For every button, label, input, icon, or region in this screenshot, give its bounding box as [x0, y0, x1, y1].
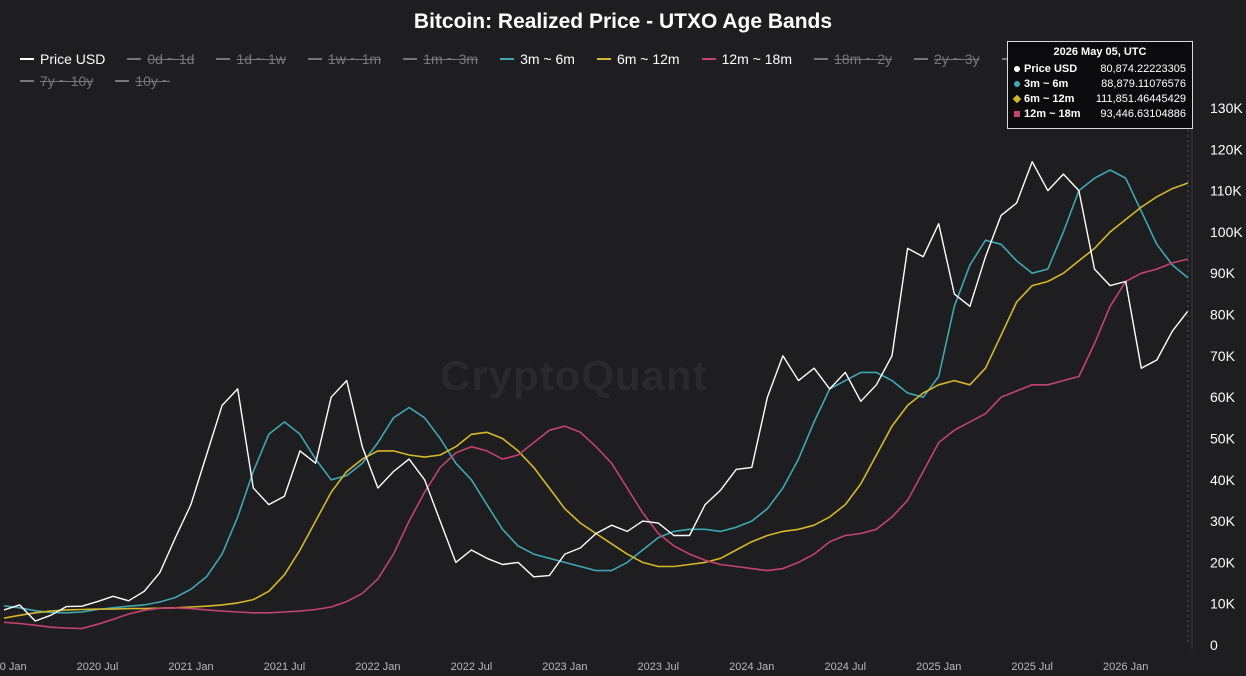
- tooltip-marker: [1014, 110, 1020, 117]
- legend-item[interactable]: 1d ~ 1w: [216, 50, 286, 68]
- legend-item[interactable]: 18m ~ 2y: [814, 50, 892, 68]
- x-tick-label: 2021 Jul: [264, 661, 306, 673]
- x-tick-label: 2024 Jan: [729, 661, 774, 673]
- y-tick-label: 50K: [1210, 430, 1236, 446]
- y-tick-label: 110K: [1210, 183, 1242, 199]
- x-tick-label: 2020 Jan: [0, 661, 27, 673]
- legend-swatch: [115, 80, 130, 82]
- y-tick-label: 30K: [1210, 513, 1236, 529]
- legend-label: Price USD: [40, 51, 106, 67]
- x-tick-label: 2021 Jan: [168, 661, 213, 673]
- tooltip-series-value: 88,879.11076576: [1101, 77, 1186, 90]
- tooltip-marker: [1014, 65, 1020, 72]
- legend-swatch: [596, 58, 611, 60]
- tooltip-row: 6m ~ 12m 111,851.46445429: [1012, 91, 1186, 106]
- legend-label: 1w ~ 1m: [327, 51, 382, 67]
- tooltip-series-name: 3m ~ 6m: [1024, 77, 1069, 90]
- legend-swatch: [914, 58, 928, 60]
- legend-label: 6m ~ 12m: [616, 51, 680, 67]
- legend-label: 3m ~ 6m: [520, 51, 575, 67]
- legend-swatch: [127, 58, 142, 60]
- series-line-6m-12m: [3, 182, 1189, 619]
- legend-swatch: [20, 58, 34, 60]
- x-tick-label: 2023 Jan: [542, 661, 587, 673]
- tooltip-row: Price USD 80,874.22223305: [1014, 61, 1186, 76]
- y-tick-label: 100K: [1210, 224, 1243, 240]
- legend-label: 10y ~: [135, 73, 170, 89]
- series-line-3m-6m: [3, 169, 1189, 614]
- y-tick-label: 20K: [1210, 554, 1236, 570]
- y-tick-label: 10K: [1210, 596, 1236, 612]
- legend-label: 2y ~ 3y: [934, 51, 980, 67]
- y-tick-label: 90K: [1210, 265, 1236, 281]
- legend-item[interactable]: 0d ~ 1d: [127, 50, 194, 68]
- legend-item[interactable]: 12m ~ 18m: [701, 50, 793, 68]
- tooltip-series-value: 93,446.63104886: [1100, 107, 1186, 120]
- tooltip-marker: [1012, 94, 1022, 103]
- x-tick-label: 2020 Jul: [77, 661, 119, 673]
- x-tick-label: 2024 Jul: [824, 661, 866, 673]
- y-tick-label: 130K: [1210, 100, 1243, 116]
- series-line-12m-18m: [3, 258, 1189, 630]
- x-tick-label: 2022 Jan: [355, 661, 400, 673]
- tooltip-series-value: 111,851.46445429: [1095, 92, 1186, 105]
- legend-label: 0d ~ 1d: [147, 51, 195, 67]
- legend-swatch: [20, 80, 34, 82]
- y-tick-label: 40K: [1210, 472, 1236, 488]
- y-tick-label: 0: [1210, 637, 1218, 653]
- legend-swatch: [216, 58, 231, 60]
- chart-tooltip: 2026 May 05, UTC Price USD 80,874.2222330…: [1007, 41, 1193, 129]
- chart-title: Bitcoin: Realized Price - UTXO Age Bands: [413, 10, 833, 33]
- y-tick-label: 120K: [1210, 141, 1243, 157]
- x-tick-label: 2023 Jul: [638, 661, 680, 673]
- series-line-price-usd: [3, 161, 1189, 622]
- legend-swatch: [701, 58, 716, 60]
- legend-swatch: [500, 58, 515, 60]
- legend-label: 18m ~ 2y: [834, 51, 892, 67]
- y-tick-label: 80K: [1210, 307, 1236, 323]
- x-tick-label: 2026 Jan: [1103, 661, 1148, 673]
- legend-item[interactable]: 7y ~ 10y: [20, 72, 93, 90]
- tooltip-row: 3m ~ 6m 88,879.11076576: [1014, 76, 1186, 91]
- legend-item[interactable]: 10y ~: [115, 72, 170, 90]
- tooltip-date: 2026 May 05, UTC: [1053, 46, 1147, 58]
- legend-item[interactable]: 3m ~ 6m: [500, 50, 575, 68]
- watermark: CryptoQuant: [440, 352, 708, 399]
- legend-swatch: [403, 58, 418, 60]
- legend-swatch: [307, 58, 322, 60]
- legend-label: 7y ~ 10y: [40, 73, 94, 89]
- x-tick-label: 2025 Jul: [1011, 661, 1053, 673]
- legend-label: 1m ~ 3m: [423, 51, 479, 67]
- tooltip-marker: [1014, 80, 1020, 87]
- legend-swatch: [814, 58, 829, 60]
- y-tick-label: 70K: [1210, 348, 1236, 364]
- legend-item[interactable]: Price USD: [20, 50, 105, 68]
- tooltip-series-name: Price USD: [1024, 62, 1078, 75]
- tooltip-series-value: 80,874.22223305: [1100, 62, 1186, 75]
- legend-label: 1d ~ 1w: [236, 51, 286, 67]
- tooltip-series-name: 12m ~ 18m: [1024, 107, 1081, 120]
- y-tick-label: 60K: [1210, 389, 1236, 405]
- x-tick-label: 2022 Jul: [451, 661, 493, 673]
- tooltip-row: 12m ~ 18m 93,446.63104886: [1014, 106, 1186, 121]
- x-tick-label: 2025 Jan: [916, 661, 961, 673]
- legend-item[interactable]: 6m ~ 12m: [596, 50, 680, 68]
- legend-item[interactable]: 2y ~ 3y: [914, 50, 980, 68]
- legend-label: 12m ~ 18m: [721, 51, 793, 67]
- legend-item[interactable]: 1w ~ 1m: [307, 50, 382, 68]
- legend-item[interactable]: 1m ~ 3m: [403, 50, 478, 68]
- tooltip-series-name: 6m ~ 12m: [1024, 92, 1075, 105]
